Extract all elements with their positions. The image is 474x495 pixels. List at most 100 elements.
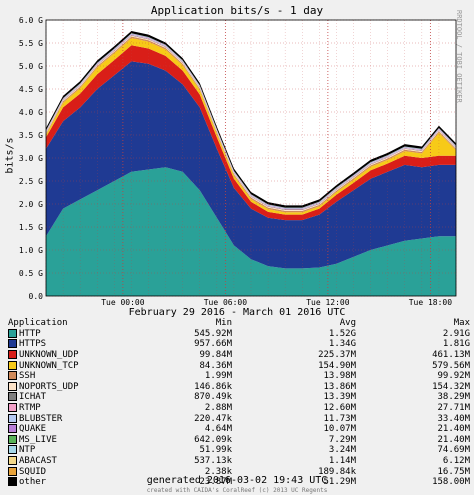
legend-app-cell: SSH: [6, 371, 160, 382]
legend-app-cell: MS_LIVE: [6, 434, 160, 446]
generated-timestamp: generated 2016-03-02 19:43 UTC: [146, 475, 328, 486]
legend-avg: 11.73M: [323, 413, 356, 424]
legend-row: BLUBSTER 220.47k 11.73M 33.40M: [6, 413, 472, 424]
legend-app-name: NOPORTS_UDP: [19, 381, 79, 392]
legend-app-name: MS_LIVE: [19, 434, 57, 445]
legend-min: 2.88M: [204, 403, 232, 414]
legend-swatch: [8, 445, 17, 455]
series-area-https: [46, 61, 456, 269]
legend-min: 220.47k: [194, 413, 232, 424]
legend-min: 957.66M: [194, 339, 232, 350]
legend-min: 2.38k: [204, 466, 232, 477]
legend-avg: 12.60M: [323, 403, 356, 414]
legend-max: 33.40M: [437, 413, 470, 424]
legend-min: 1.99M: [204, 371, 232, 382]
y-tick-label: 0.0: [29, 292, 44, 301]
y-tick-label: 4.5 G: [19, 85, 43, 94]
legend-app-cell: BLUBSTER: [6, 413, 160, 424]
legend-min: 545.92M: [194, 328, 232, 339]
legend-avg: 189.84k: [318, 466, 356, 477]
legend-swatch: [8, 477, 17, 487]
legend-app-cell: other: [6, 477, 160, 488]
legend-row: ABACAST 537.13k 1.14M 6.12M: [6, 456, 472, 467]
y-tick-label: 4.0 G: [19, 108, 43, 117]
plot-area: 0.0 0.5 G 1.0 G 1.5 G 2.0 G 2.5 G 3.0 G 3.5 G 4.…: [19, 16, 457, 307]
legend-app-name: SQUID: [19, 466, 47, 477]
legend-app-cell: HTTPS: [6, 339, 160, 350]
legend-avg: 13.86M: [323, 381, 356, 392]
legend-swatch: [8, 360, 17, 370]
legend-app-name: UNKNOWN_UDP: [19, 350, 79, 361]
legend-swatch: [8, 413, 17, 423]
x-tick-label: Tue 00:00: [101, 298, 145, 307]
legend-row: NTP 51.99k 3.24M 74.69M: [6, 445, 472, 456]
legend-max: 74.69M: [437, 445, 470, 456]
legend-app-name: HTTP: [19, 328, 41, 339]
legend-max: 1.81G: [442, 339, 470, 350]
legend-avg: 1.34G: [328, 339, 356, 350]
x-tick-label: Tue 18:00: [409, 298, 453, 307]
legend-swatch: [8, 424, 17, 434]
y-tick-label: 0.5 G: [19, 269, 43, 278]
y-tick-label: 5.0 G: [19, 62, 43, 71]
legend-app-cell: HTTP: [6, 328, 160, 340]
legend-avg: 13.39M: [323, 392, 356, 403]
legend-avg: 154.90M: [318, 360, 356, 371]
legend-min: 642.09k: [194, 434, 232, 445]
legend-swatch: [8, 392, 17, 402]
series-area-http: [46, 167, 456, 296]
legend-avg: 1.52G: [328, 328, 356, 339]
y-tick-label: 1.5 G: [19, 223, 43, 232]
legend-min: 146.86k: [194, 381, 232, 392]
legend-app-name: BLUBSTER: [19, 413, 63, 424]
legend-swatch: [8, 456, 17, 466]
legend-min: 84.36M: [199, 360, 232, 371]
legend-avg: 225.37M: [318, 350, 356, 361]
y-tick-label: 2.0 G: [19, 200, 43, 209]
legend-body: HTTP 545.92M 1.52G 2.91G HTTPS 957.66M 1.34G 1.…: [6, 328, 472, 488]
legend-app-cell: NTP: [6, 445, 160, 456]
legend-header-application: Application: [8, 318, 68, 329]
plot-border: [45, 19, 457, 297]
x-tick-label: Tue 12:00: [306, 298, 350, 307]
legend-avg: 10.07M: [323, 424, 356, 435]
legend-min: 99.84M: [199, 350, 232, 361]
legend-app-cell: QUAKE: [6, 424, 160, 435]
legend-app-name: NTP: [19, 445, 36, 456]
legend-app-name: QUAKE: [19, 424, 47, 435]
legend-row: HTTPS 957.66M 1.34G 1.81G: [6, 339, 472, 350]
legend-min: 51.99k: [199, 445, 232, 456]
legend-max: 158.00M: [432, 477, 470, 488]
legend-app-cell: SQUID: [6, 466, 160, 477]
legend-app-name: ABACAST: [19, 456, 57, 467]
legend-app-name: UNKNOWN_TCP: [19, 360, 79, 371]
y-tick-label: 1.0 G: [19, 246, 43, 255]
y-tick-label: 5.5 G: [19, 39, 43, 48]
legend-swatch: [8, 466, 17, 476]
y-tick-label: 6.0 G: [19, 16, 43, 25]
legend-max: 16.75M: [437, 466, 470, 477]
legend-row: RTMP 2.88M 12.60M 27.71M: [6, 403, 472, 414]
legend-row: UNKNOWN_UDP 99.84M 225.37M 461.13M: [6, 350, 472, 361]
legend-swatch: [8, 381, 17, 391]
legend-app-cell: ABACAST: [6, 456, 160, 467]
legend-app-cell: UNKNOWN_TCP: [6, 360, 160, 371]
legend-row: ICHAT 870.49k 13.39M 38.29M: [6, 392, 472, 403]
legend-swatch: [8, 403, 17, 413]
legend-min: 870.49k: [194, 392, 232, 403]
legend-header-min: Min: [215, 318, 232, 329]
legend-max: 154.32M: [432, 381, 470, 392]
legend-max: 21.40M: [437, 424, 470, 435]
legend-max: 27.71M: [437, 403, 470, 414]
legend-header-max: Max: [453, 318, 470, 329]
legend-row: QUAKE 4.64M 10.07M 21.40M: [6, 424, 472, 435]
legend-avg: 13.98M: [323, 371, 356, 382]
y-tick-label: 3.0 G: [19, 154, 43, 163]
legend-min: 4.64M: [204, 424, 232, 435]
x-axis-label: February 29 2016 - March 01 2016 UTC: [128, 307, 346, 318]
legend-row: MS_LIVE 642.09k 7.29M 21.40M: [6, 434, 472, 446]
legend-min: 537.13k: [194, 456, 232, 467]
legend-min: 23.87M: [199, 477, 232, 488]
legend-max: 579.56M: [432, 360, 470, 371]
